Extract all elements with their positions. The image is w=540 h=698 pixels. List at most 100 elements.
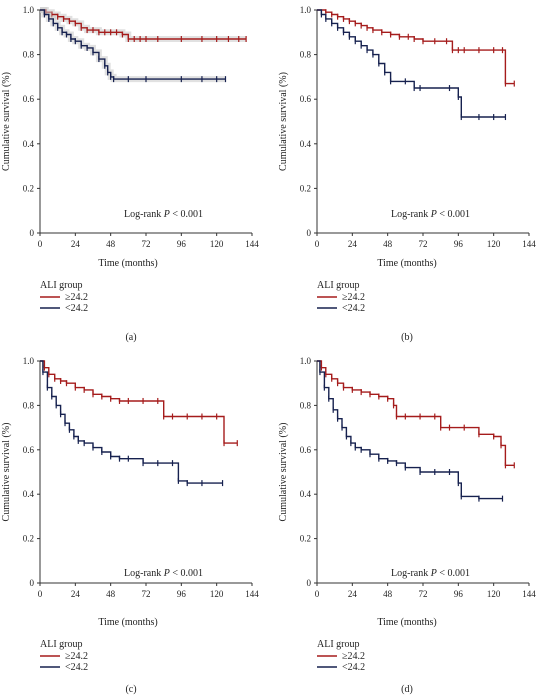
log-rank-annotation: Log-rank P < 0.001 [391, 568, 470, 579]
y-tick-label: 1.0 [300, 356, 312, 366]
y-tick-label: 0.6 [300, 94, 312, 104]
x-axis-label: Time (months) [98, 617, 157, 628]
x-tick-label: 0 [315, 239, 320, 249]
y-tick-label: 0.4 [23, 139, 35, 149]
x-tick-label: 48 [383, 589, 393, 599]
x-tick-label: 96 [177, 589, 187, 599]
x-axis-label: Time (months) [377, 258, 436, 269]
legend: ALI group≥24.2<24.2 [40, 280, 88, 314]
x-tick-label: 72 [142, 589, 151, 599]
y-tick-label: 0.6 [300, 445, 312, 455]
x-tick-label: 24 [348, 239, 358, 249]
log-rank-value: < 0.001 [170, 209, 203, 220]
x-tick-label: 48 [106, 239, 116, 249]
legend: ALI group≥24.2<24.2 [317, 639, 365, 673]
y-tick-label: 0.4 [300, 139, 312, 149]
y-axis-label: Cumulative survival (%) [1, 423, 12, 522]
y-tick-label: 0.4 [300, 489, 312, 499]
x-tick-label: 96 [177, 239, 187, 249]
chart-panel-b: 0 24 48 72 96 120 144 0 0.2 0.4 0.6 0.8 1.0 Cumulativ… [278, 5, 536, 343]
x-tick-label: 120 [487, 239, 501, 249]
y-tick-label: 0.8 [300, 400, 312, 410]
x-tick-label: 48 [106, 589, 116, 599]
y-tick-label: 0.8 [23, 50, 35, 60]
survival-curve-series-1 [317, 9, 515, 85]
y-tick-label: 0.8 [23, 400, 35, 410]
y-tick-label: 0 [30, 578, 35, 588]
x-tick-label: 24 [71, 239, 81, 249]
log-rank-value: < 0.001 [170, 568, 203, 579]
log-rank-value: < 0.001 [437, 209, 470, 220]
x-tick-label: 120 [210, 589, 224, 599]
legend-title: ALI group [317, 280, 360, 291]
x-tick-label: 144 [522, 589, 536, 599]
x-tick-label: 72 [419, 589, 428, 599]
y-tick-label: 0.6 [23, 445, 35, 455]
panel-caption: (b) [401, 332, 413, 343]
log-rank-stat: P [430, 209, 437, 220]
y-axis-label: Cumulative survival (%) [1, 72, 12, 171]
log-rank-annotation: Log-rank P < 0.001 [124, 568, 203, 579]
y-tick-label: 1.0 [23, 5, 35, 15]
legend-label-series-1: ≥24.2 [342, 292, 365, 303]
x-tick-label: 24 [348, 589, 358, 599]
log-rank-annotation: Log-rank P < 0.001 [391, 209, 470, 220]
log-rank-prefix: Log-rank [124, 209, 164, 220]
legend-label-series-1: ≥24.2 [342, 651, 365, 662]
survival-curve-series-1 [317, 360, 515, 466]
y-tick-label: 0.4 [23, 489, 35, 499]
x-tick-label: 0 [38, 589, 43, 599]
legend-label-series-1: ≥24.2 [65, 292, 88, 303]
legend-label-series-2: <24.2 [65, 662, 88, 673]
panel-caption: (a) [125, 332, 136, 343]
x-tick-label: 0 [315, 589, 320, 599]
y-tick-label: 0.6 [23, 94, 35, 104]
x-tick-label: 72 [419, 239, 428, 249]
y-tick-label: 0 [30, 228, 35, 238]
y-axis-label: Cumulative survival (%) [278, 72, 289, 171]
log-rank-annotation: Log-rank P < 0.001 [124, 209, 203, 220]
y-tick-label: 0.8 [300, 50, 312, 60]
x-tick-label: 96 [454, 589, 464, 599]
y-tick-label: 1.0 [23, 356, 35, 366]
survival-curve-series-2 [317, 360, 503, 500]
chart-panel-d: 0 24 48 72 96 120 144 0 0.2 0.4 0.6 0.8 1.0 Cumulativ… [278, 356, 536, 695]
log-rank-stat: P [163, 209, 170, 220]
panel-caption: (c) [125, 684, 136, 695]
legend-title: ALI group [40, 639, 83, 650]
x-axis-label: Time (months) [98, 258, 157, 269]
x-tick-label: 144 [522, 239, 536, 249]
log-rank-stat: P [430, 568, 437, 579]
legend-label-series-1: ≥24.2 [65, 651, 88, 662]
x-tick-label: 96 [454, 239, 464, 249]
x-tick-label: 120 [210, 239, 224, 249]
legend-label-series-2: <24.2 [342, 303, 365, 314]
x-tick-label: 120 [487, 589, 501, 599]
log-rank-value: < 0.001 [437, 568, 470, 579]
survival-curve-series-2 [317, 9, 506, 118]
y-tick-label: 0.2 [23, 183, 34, 193]
y-tick-label: 0.2 [23, 534, 34, 544]
panel-caption: (d) [401, 684, 413, 695]
x-tick-label: 72 [142, 239, 151, 249]
log-rank-prefix: Log-rank [391, 568, 431, 579]
y-axis-label: Cumulative survival (%) [278, 423, 289, 522]
legend: ALI group≥24.2<24.2 [317, 280, 365, 314]
chart-panel-c: 0 24 48 72 96 120 144 0 0.2 0.4 0.6 0.8 1.0 Cumulativ… [1, 356, 259, 695]
y-tick-label: 0.2 [300, 183, 311, 193]
chart-panel-a: 0 24 48 72 96 120 144 0 0.2 0.4 0.6 0.8 1.0 Cumulativ… [1, 5, 259, 343]
legend-label-series-2: <24.2 [65, 303, 88, 314]
log-rank-prefix: Log-rank [124, 568, 164, 579]
survival-curve-series-2 [40, 360, 223, 484]
x-tick-label: 24 [71, 589, 81, 599]
y-tick-label: 0 [307, 228, 312, 238]
x-tick-label: 144 [245, 589, 259, 599]
y-tick-label: 0.2 [300, 534, 311, 544]
legend-label-series-2: <24.2 [342, 662, 365, 673]
x-tick-label: 48 [383, 239, 393, 249]
x-tick-label: 144 [245, 239, 259, 249]
y-tick-label: 0 [307, 578, 312, 588]
legend: ALI group≥24.2<24.2 [40, 639, 88, 673]
legend-title: ALI group [40, 280, 83, 291]
